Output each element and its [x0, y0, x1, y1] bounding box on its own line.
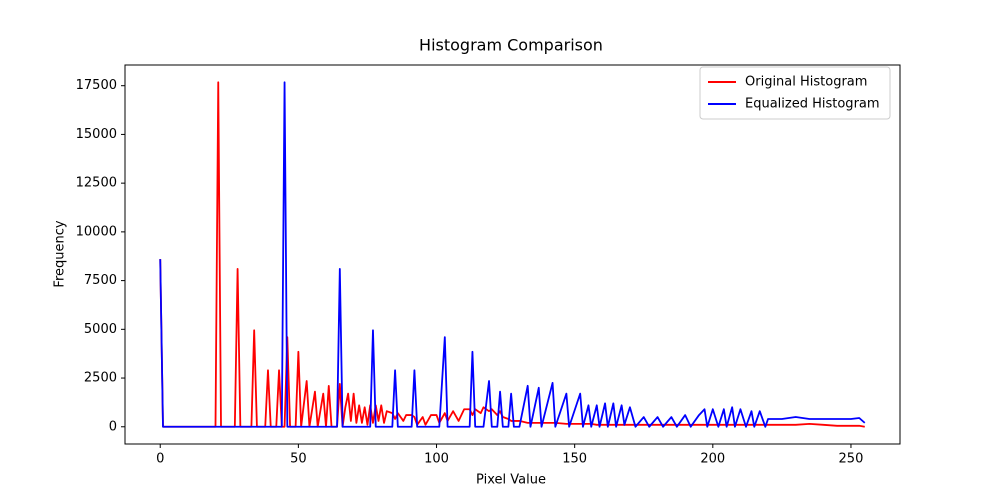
- y-tick-label: 7500: [84, 273, 117, 288]
- x-tick-label: 150: [562, 452, 587, 467]
- x-tick-label: 200: [700, 452, 725, 467]
- legend-box: [699, 66, 891, 120]
- series-line: [159, 81, 865, 428]
- chart-title: Histogram Comparison: [419, 36, 603, 55]
- legend-label: Equalized Histogram: [745, 97, 880, 112]
- x-tick-label: 250: [839, 452, 864, 467]
- x-tick-label: 100: [424, 452, 449, 467]
- x-tick-label: 50: [290, 452, 307, 467]
- y-tick-label: 15000: [76, 127, 117, 142]
- plot-frame: [124, 64, 901, 445]
- y-tick-label: 12500: [76, 176, 117, 191]
- legend-label: Original Histogram: [745, 75, 867, 90]
- y-tick-label: 5000: [84, 322, 117, 337]
- y-tick-label: 10000: [76, 224, 117, 239]
- y-axis-label: Frequency: [53, 220, 68, 287]
- series-line: [159, 81, 866, 428]
- y-tick-label: 17500: [76, 78, 117, 93]
- y-tick-label: 0: [109, 419, 117, 434]
- y-tick-label: 2500: [84, 371, 117, 386]
- x-tick-label: 0: [156, 452, 164, 467]
- x-axis-label: Pixel Value: [476, 473, 546, 488]
